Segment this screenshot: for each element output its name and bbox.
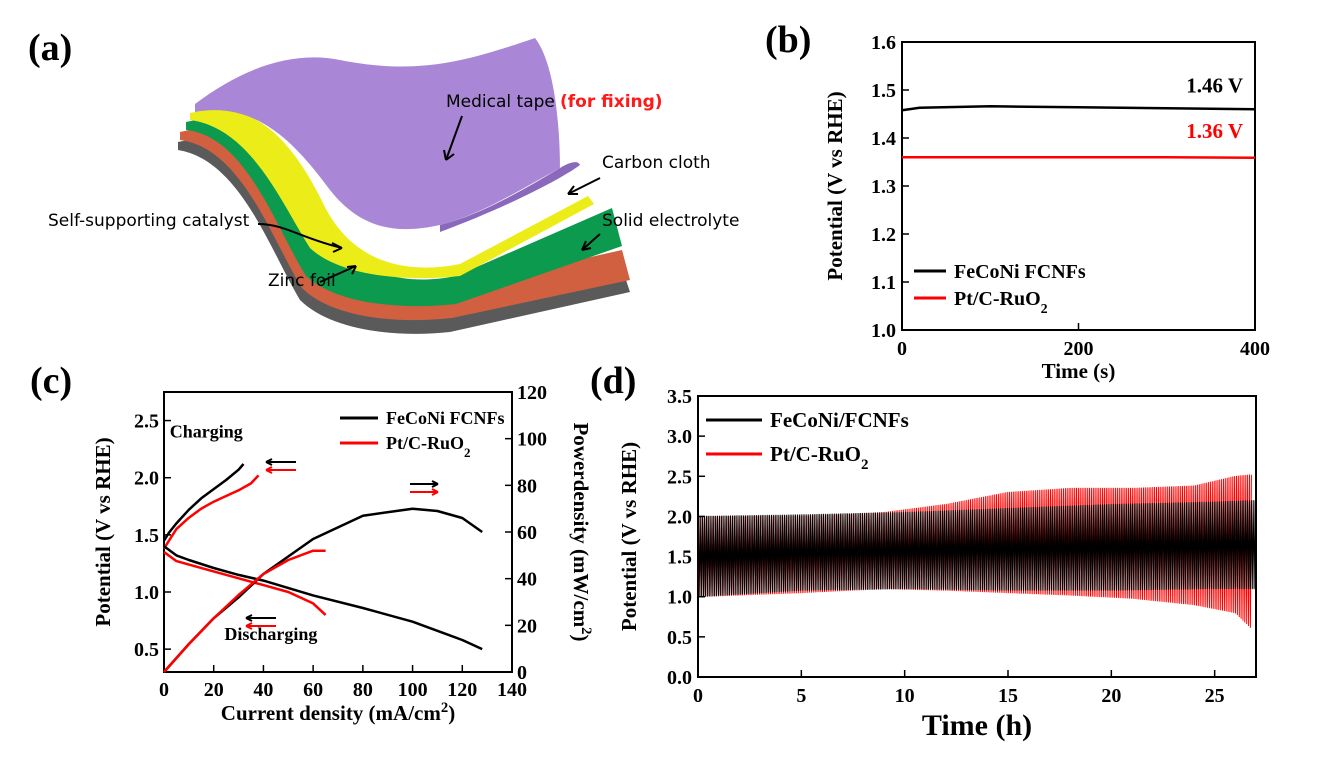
b-annotation-0: 1.46 V (1186, 73, 1243, 97)
c-xtick-label: 140 (497, 679, 527, 701)
b-ylabel: Potential (V vs RHE) (823, 91, 847, 280)
c-y2tick-label: 20 (517, 615, 537, 637)
catalyst-layer (186, 118, 622, 307)
medical-tape-flap (440, 162, 580, 232)
c-legend-label-1: Pt/C-RuO2 (386, 433, 471, 460)
c-ytick-label: 0.5 (134, 639, 159, 661)
c-xtick-label: 0 (159, 679, 169, 701)
c-ytick-label: 1.5 (134, 525, 159, 547)
carbon-cloth-layer (190, 109, 594, 279)
b-xtick-label: 400 (1240, 338, 1270, 360)
d-ytick-label: 1.0 (667, 587, 692, 609)
c-xlabel: Current density (mA/cm2) (221, 700, 455, 725)
b-ytick-label: 1.5 (871, 80, 896, 102)
b-xtick-label: 0 (897, 338, 907, 360)
c-arrow-charge-black-head (265, 458, 273, 466)
c-y2tick-label: 0 (517, 662, 527, 684)
chart-b: 1.0 1.1 1.2 1.3 1.4 1.5 1.6 0 200 400 Time (s) Pote… (823, 32, 1270, 383)
b-ytick-label: 1.4 (871, 128, 896, 150)
c-xtick-label: 120 (447, 679, 477, 701)
b-xlabel: Time (s) (1042, 359, 1116, 383)
panel-label-d: (d) (590, 360, 636, 402)
chart-d: 0.0 0.5 1.0 1.5 2.0 2.5 3.0 3.5 0 5 10 15 20 25 Time (… (617, 386, 1257, 742)
schematic-pointers (257, 115, 601, 283)
d-ytick-label: 3.5 (667, 386, 692, 408)
c-ytick-label: 1.0 (134, 582, 159, 604)
c-xtick-label: 40 (253, 679, 273, 701)
d-xtick-label: 25 (1205, 685, 1225, 707)
b-legend-label-0: FeCoNi FCNFs (954, 261, 1086, 283)
d-ytick-label: 0.0 (667, 667, 692, 689)
chart-c: 0.5 1.0 1.5 2.0 2.5 0 20 40 60 80 100 120 0 20 40 60 80 1… (91, 382, 594, 725)
b-series-1 (902, 155, 1256, 159)
medical-tape-layer (195, 38, 560, 230)
c-arrow-charge-red-head (265, 466, 273, 474)
c-arrow-power-black-head (431, 480, 439, 488)
d-ylabel: Potential (V vs RHE) (617, 442, 641, 631)
d-ytick-label: 3.0 (667, 426, 692, 448)
d-ytick-label: 2.0 (667, 506, 692, 528)
b-ytick-label: 1.0 (871, 320, 896, 342)
battery-schematic (178, 38, 630, 334)
label-carbon-cloth: Carbon cloth (602, 153, 711, 173)
c-xtick-label: 80 (353, 679, 373, 701)
d-legend-label-1: Pt/C-RuO2 (770, 442, 869, 473)
d-legend-label-0: FeCoNi/FCNFs (770, 408, 909, 432)
panel-label-b: (b) (765, 19, 811, 61)
c-series-charge-1 (162, 474, 260, 550)
c-y2tick-label: 60 (517, 522, 537, 544)
b-annotation-1: 1.36 V (1186, 119, 1243, 143)
c-xtick-label: 100 (398, 679, 428, 701)
d-xlabel: Time (h) (922, 709, 1032, 742)
c-y2tick-label: 40 (517, 569, 537, 591)
c-series-discharge-3 (163, 550, 327, 616)
label-zinc-foil: Zinc foil (268, 271, 336, 291)
c-xtick-label: 20 (204, 679, 224, 701)
d-ytick-label: 2.5 (667, 466, 692, 488)
b-ytick-label: 1.1 (871, 272, 896, 294)
b-ytick-label: 1.6 (871, 32, 896, 54)
d-xtick-label: 5 (796, 685, 806, 707)
d-xtick-label: 20 (1101, 685, 1121, 707)
d-xtick-label: 10 (895, 685, 915, 707)
d-ytick-label: 1.5 (667, 547, 692, 569)
c-ytick-label: 2.0 (134, 468, 159, 490)
c-y2label: Powerdensity (mW/cm2) (569, 422, 594, 641)
label-solid-electrolyte: Solid electrolyte (602, 211, 739, 231)
c-y2tick-label: 100 (517, 429, 547, 451)
chart-d-frame (697, 395, 1257, 678)
c-legend-label-0: FeCoNi FCNFs (386, 408, 504, 428)
c-xtick-label: 60 (303, 679, 323, 701)
b-xtick-label: 200 (1064, 338, 1094, 360)
c-series-discharge-2 (163, 545, 483, 651)
label-for-fixing: (for fixing) (560, 92, 663, 112)
c-y2tick-label: 80 (517, 475, 537, 497)
c-annotation-1: Discharging (224, 624, 317, 644)
b-series-0 (901, 105, 1256, 112)
panel-label-c: (c) (30, 360, 72, 402)
c-ytick-label: 2.5 (134, 411, 159, 433)
panel-label-a: (a) (28, 27, 72, 69)
c-arrow-discharge-red-head (245, 622, 253, 630)
label-medical-tape: Medical tape (446, 92, 555, 112)
c-series-power-5 (163, 549, 326, 673)
c-series-power-4 (163, 507, 483, 673)
c-annotation-0: Charging (170, 422, 243, 442)
d-series-black (697, 500, 1256, 598)
d-xtick-label: 15 (998, 685, 1018, 707)
label-self-supporting-catalyst: Self-supporting catalyst (48, 211, 250, 231)
b-ytick-label: 1.2 (871, 224, 896, 246)
d-xtick-label: 0 (693, 685, 703, 707)
c-ylabel: Potential (V vs RHE) (91, 437, 115, 626)
c-arrow-power-red-head (431, 488, 439, 496)
c-y2tick-label: 120 (517, 382, 547, 404)
d-ytick-label: 0.5 (667, 627, 692, 649)
b-legend-label-1: Pt/C-RuO2 (954, 288, 1048, 317)
c-series-charge-0 (162, 463, 245, 542)
c-arrow-discharge-black-head (245, 614, 253, 622)
b-ytick-label: 1.3 (871, 176, 896, 198)
